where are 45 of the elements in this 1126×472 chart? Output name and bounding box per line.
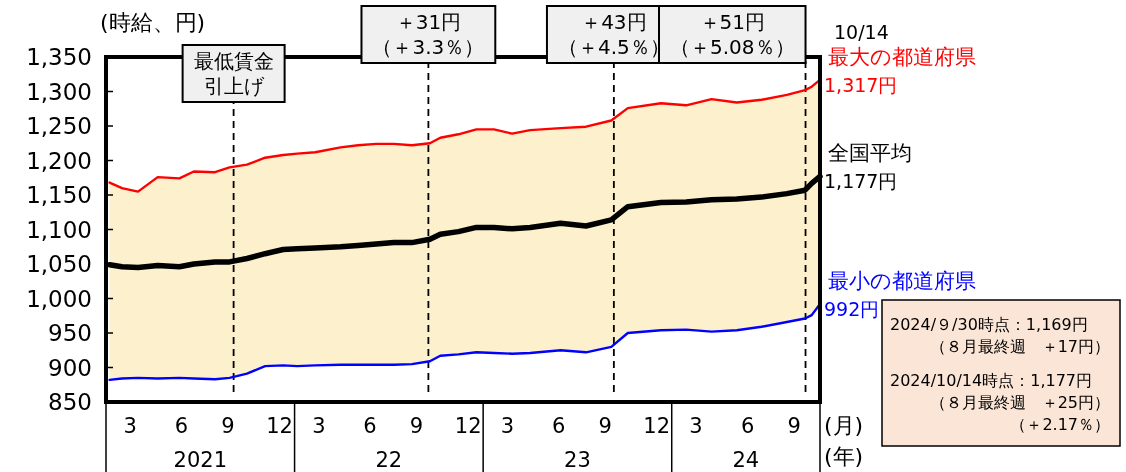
y-axis-title: (時給、円)	[100, 10, 206, 35]
x-tick-label: 3	[312, 414, 326, 438]
x-tick-label: 12	[266, 414, 293, 438]
refbox: ＋31円（＋3.3％）	[360, 5, 497, 64]
y-tick-label: 1,050	[26, 251, 92, 277]
x-tick-label: 9	[787, 414, 801, 438]
data-label: 1,317円	[824, 73, 898, 96]
data-label: 1,177円	[824, 170, 898, 193]
y-tick-label: 950	[48, 320, 92, 346]
series-label: 最小の都道府県	[828, 269, 976, 294]
x-tick-label: 12	[643, 414, 671, 438]
y-tick-label: 1,350	[26, 44, 92, 70]
x-tick-label: 12	[454, 414, 482, 438]
y-tick-label: 900	[48, 354, 92, 381]
text: 2021	[173, 448, 228, 472]
y-tick-label: 1,300	[26, 78, 92, 105]
text: 24	[732, 448, 760, 472]
text: 23	[564, 448, 591, 472]
x-tick-label: 9	[221, 414, 235, 438]
x-tick-label: 3	[689, 414, 703, 438]
refbox: 最低賃金引上げ	[181, 44, 286, 103]
x-tick-label: 6	[363, 414, 377, 438]
note-box: 2024/９/30時点：1,169円（８月最終週 ＋17円） 2024/10/14時点：1,177円（８月最終週 ＋25円）（＋2.17％）	[881, 299, 1121, 447]
x-tick-label: 9	[598, 414, 612, 438]
x-tick-label: 3	[500, 414, 515, 438]
refbox: ＋51円（＋5.08％）	[658, 5, 807, 64]
text: 10/14	[834, 21, 889, 43]
x-tick-label: 3	[123, 414, 137, 438]
x-tick-label: 6	[551, 414, 566, 438]
ref-line-label: ＋31円（＋3.3％）	[372, 10, 485, 59]
y-tick-label: 1,200	[26, 147, 92, 174]
y-tick-label: 1,250	[26, 113, 92, 139]
x-axis-title: (月) (年)	[824, 413, 864, 469]
series-label: 全国平均	[828, 141, 912, 166]
series-label: 最大の都道府県	[828, 44, 976, 69]
x-tick-label: 9	[409, 414, 424, 438]
text: 22	[375, 448, 403, 472]
data-label: 992円	[824, 298, 880, 321]
y-tick-label: 1,150	[26, 182, 92, 208]
ref-line-label: 最低賃金引上げ	[193, 49, 274, 98]
y-tick-label: 1,000	[26, 285, 92, 312]
x-tick-label: 6	[740, 414, 755, 438]
y-tick-label: 1,100	[26, 216, 92, 243]
y-tick-label: 850	[48, 389, 92, 415]
x-tick-label: 6	[174, 414, 189, 438]
